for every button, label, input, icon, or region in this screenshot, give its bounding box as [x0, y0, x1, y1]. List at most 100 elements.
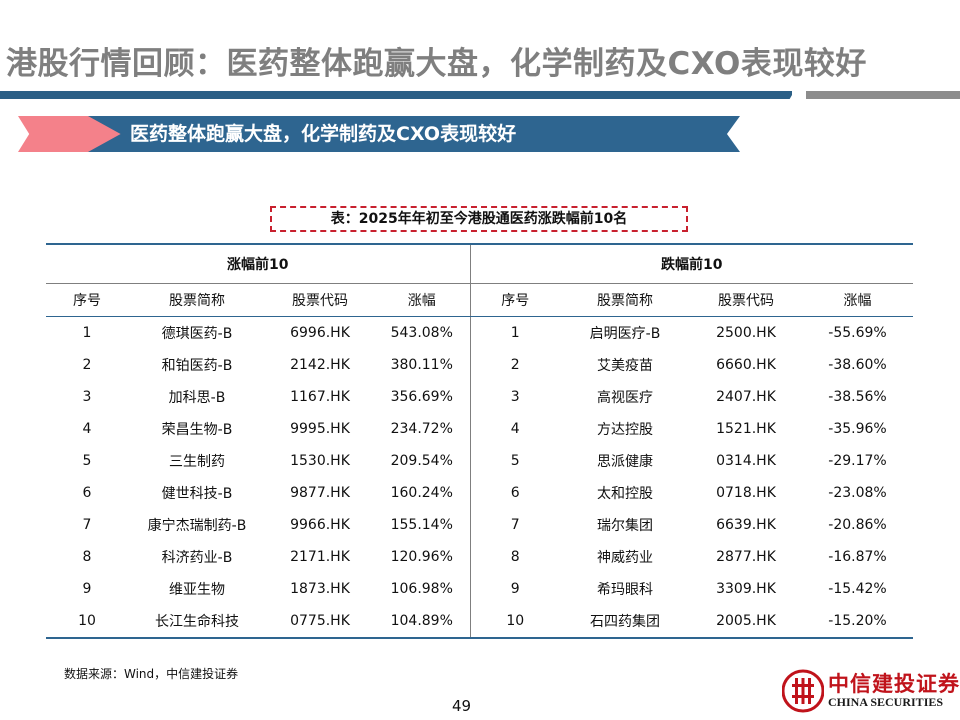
loser-name: 思派健康 — [597, 454, 653, 470]
loser-code: 6639.HK — [716, 517, 776, 533]
table-row: 2 和铂医药-B 2142.HK 380.11% 2 艾美疫苗 6660.HK … — [46, 349, 913, 381]
table-row: 9 维亚生物 1873.HK 106.98% 9 希玛眼科 3309.HK -1… — [46, 573, 913, 605]
loser-name: 艾美疫苗 — [597, 358, 653, 374]
column-header-change: 涨幅 — [374, 283, 470, 317]
loser-code: 6660.HK — [716, 357, 776, 373]
column-header-change: 涨幅 — [802, 283, 913, 317]
gainers-group-header: 涨幅前10 — [46, 244, 470, 284]
gainer-change: 106.98% — [390, 581, 453, 597]
loser-name: 方达控股 — [597, 422, 653, 438]
loser-name: 瑞尔集团 — [597, 518, 653, 534]
loser-change: -16.87% — [828, 549, 887, 565]
loser-rank: 1 — [469, 316, 560, 349]
loser-code: 0718.HK — [716, 485, 776, 501]
title-underline-gray — [806, 91, 960, 99]
gainer-change: 209.54% — [390, 453, 453, 469]
gainer-code: 1530.HK — [290, 453, 350, 469]
loser-change: -15.20% — [828, 613, 887, 629]
loser-change: -38.56% — [828, 389, 887, 405]
table-row: 4 荣昌生物-B 9995.HK 234.72% 4 方达控股 1521.HK … — [46, 413, 913, 445]
loser-rank: 3 — [469, 381, 560, 413]
gainer-name: 和铂医药-B — [161, 358, 233, 374]
loser-name: 太和控股 — [597, 486, 653, 502]
table-row: 8 科济药业-B 2171.HK 120.96% 8 神威药业 2877.HK … — [46, 541, 913, 573]
column-header-rank: 序号 — [469, 283, 560, 317]
column-header-name: 股票简称 — [128, 283, 266, 317]
logo-chinese-name: 中信建投证券 — [828, 671, 960, 696]
loser-name: 希玛眼科 — [597, 582, 653, 598]
gainer-name: 长江生命科技 — [155, 614, 239, 630]
gainer-rank: 6 — [82, 485, 92, 501]
loser-change: -35.96% — [828, 421, 887, 437]
gainer-code: 2171.HK — [290, 549, 350, 565]
gainer-change: 160.24% — [390, 485, 453, 501]
loser-rank: 2 — [469, 349, 560, 381]
data-source-note: 数据来源：Wind，中信建投证券 — [64, 667, 239, 681]
gainer-name: 三生制药 — [169, 454, 225, 470]
loser-rank: 10 — [469, 605, 560, 638]
loser-rank: 4 — [469, 413, 560, 445]
loser-rank: 8 — [469, 541, 560, 573]
loser-code: 2500.HK — [716, 325, 776, 341]
column-header-rank: 序号 — [46, 283, 128, 317]
gainer-rank: 7 — [82, 517, 92, 533]
losers-group-header: 跌幅前10 — [469, 244, 913, 284]
gainer-code: 9966.HK — [290, 517, 350, 533]
table-row: 5 三生制药 1530.HK 209.54% 5 思派健康 0314.HK -2… — [46, 445, 913, 477]
table-row: 3 加科思-B 1167.HK 356.69% 3 高视医疗 2407.HK -… — [46, 381, 913, 413]
gainer-code: 2142.HK — [290, 357, 350, 373]
table-row: 1 德琪医药-B 6996.HK 543.08% 1 启明医疗-B 2500.H… — [46, 316, 913, 349]
gainer-name: 科济药业-B — [161, 550, 233, 566]
column-header-code: 股票代码 — [266, 283, 374, 317]
loser-name: 石四药集团 — [590, 614, 660, 630]
column-header-name: 股票简称 — [560, 283, 690, 317]
loser-change: -55.69% — [828, 325, 887, 341]
table-row: 7 康宁杰瑞制药-B 9966.HK 155.14% 7 瑞尔集团 6639.H… — [46, 509, 913, 541]
citic-emblem-icon — [782, 669, 824, 713]
loser-code: 2407.HK — [716, 389, 776, 405]
gainer-rank: 3 — [82, 389, 92, 405]
loser-name: 启明医疗-B — [589, 326, 661, 342]
loser-rank: 5 — [469, 445, 560, 477]
loser-code: 2877.HK — [716, 549, 776, 565]
gainer-rank: 5 — [82, 453, 92, 469]
gainer-rank: 4 — [82, 421, 92, 437]
loser-rank: 7 — [469, 509, 560, 541]
gainer-code: 1167.HK — [290, 389, 350, 405]
gainer-change: 104.89% — [390, 613, 453, 629]
gainer-name: 荣昌生物-B — [161, 422, 233, 438]
gainer-name: 维亚生物 — [169, 582, 225, 598]
gainer-rank: 2 — [82, 357, 92, 373]
gainer-name: 健世科技-B — [161, 486, 233, 502]
table-row: 6 健世科技-B 9877.HK 160.24% 6 太和控股 0718.HK … — [46, 477, 913, 509]
gainer-code: 1873.HK — [290, 581, 350, 597]
gainer-name: 加科思-B — [168, 390, 226, 406]
banner-background — [88, 116, 740, 152]
gainer-name: 德琪医药-B — [161, 326, 233, 342]
title-underline-blue — [0, 91, 792, 99]
banner-heading: 医药整体跑赢大盘，化学制药及CXO表现较好 — [130, 123, 517, 145]
gainer-code: 0775.HK — [290, 613, 350, 629]
gainer-rank: 9 — [82, 581, 92, 597]
gainer-name: 康宁杰瑞制药-B — [147, 518, 247, 534]
company-logo: 中信建投证券 CHINA SECURITIES — [782, 668, 959, 714]
loser-name: 高视医疗 — [597, 390, 653, 406]
loser-change: -23.08% — [828, 485, 887, 501]
page-title: 港股行情回顾：医药整体跑赢大盘，化学制药及CXO表现较好 — [6, 46, 867, 82]
loser-rank: 9 — [469, 573, 560, 605]
column-header-code: 股票代码 — [690, 283, 802, 317]
gainer-rank: 8 — [82, 549, 92, 565]
gainer-rank: 1 — [82, 325, 92, 341]
loser-change: -38.60% — [828, 357, 887, 373]
gainer-code: 9995.HK — [290, 421, 350, 437]
gainer-code: 9877.HK — [290, 485, 350, 501]
loser-change: -29.17% — [828, 453, 887, 469]
loser-code: 3309.HK — [716, 581, 776, 597]
loser-name: 神威药业 — [597, 550, 653, 566]
table-row: 10 长江生命科技 0775.HK 104.89% 10 石四药集团 2005.… — [46, 605, 913, 638]
loser-change: -15.42% — [828, 581, 887, 597]
loser-change: -20.86% — [828, 517, 887, 533]
gainer-change: 380.11% — [390, 357, 453, 373]
table-caption: 表：2025年年初至今港股通医药涨跌幅前10名 — [270, 206, 688, 232]
gainer-change: 543.08% — [390, 325, 453, 341]
